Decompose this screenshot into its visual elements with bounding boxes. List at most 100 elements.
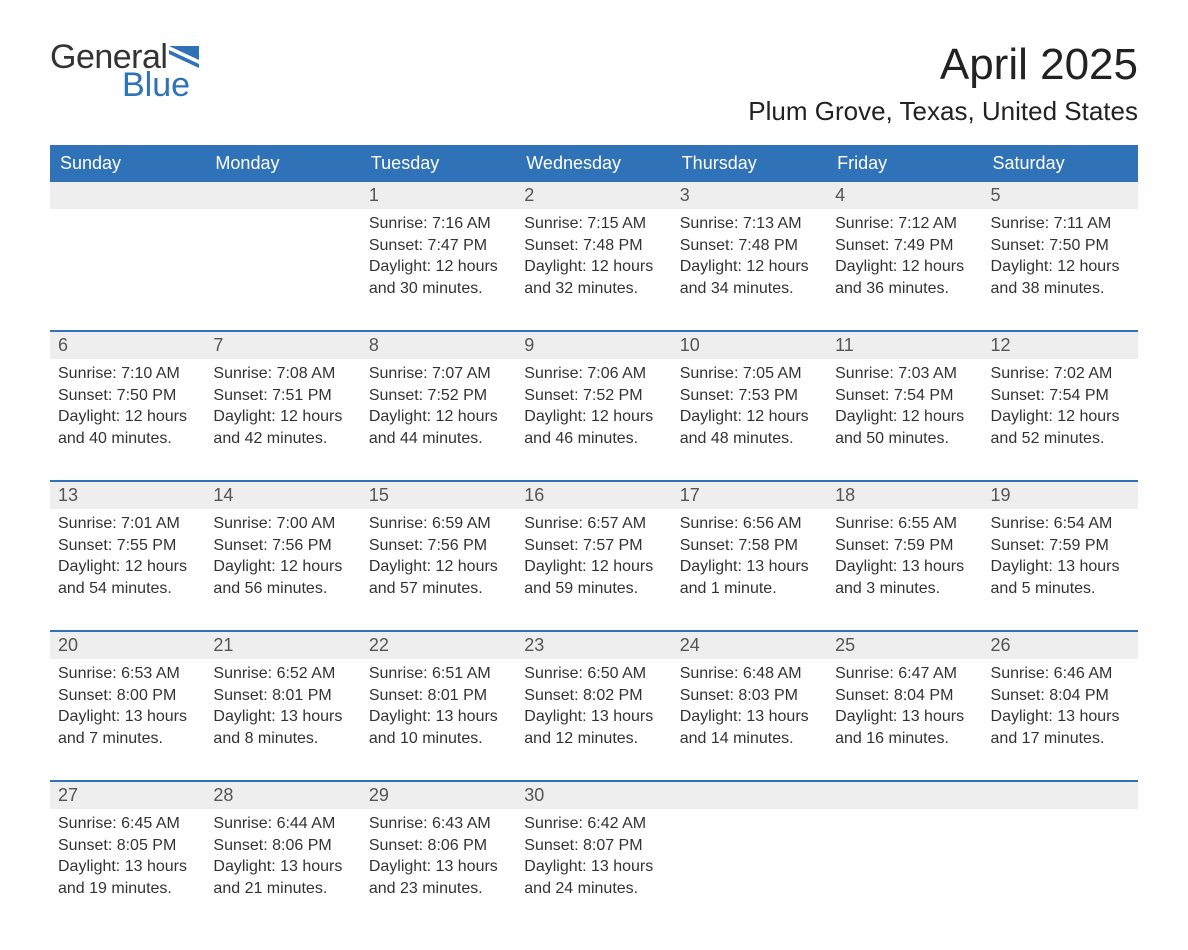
weekday-header: Sunday [50,145,205,182]
day-body: Sunrise: 6:55 AMSunset: 7:59 PMDaylight:… [827,509,982,599]
day-sunset: Sunset: 8:07 PM [524,835,663,857]
calendar-day: 17Sunrise: 6:56 AMSunset: 7:58 PMDayligh… [672,482,827,610]
day-daylight1: Daylight: 13 hours [369,856,508,878]
calendar-day: 19Sunrise: 6:54 AMSunset: 7:59 PMDayligh… [983,482,1138,610]
day-number: 22 [361,632,516,659]
weekday-header: Monday [205,145,360,182]
calendar-week: 6Sunrise: 7:10 AMSunset: 7:50 PMDaylight… [50,330,1138,460]
day-daylight2: and 38 minutes. [991,278,1130,300]
day-sunset: Sunset: 8:06 PM [213,835,352,857]
day-daylight2: and 57 minutes. [369,578,508,600]
day-body: Sunrise: 7:11 AMSunset: 7:50 PMDaylight:… [983,209,1138,299]
day-daylight2: and 3 minutes. [835,578,974,600]
day-daylight1: Daylight: 12 hours [680,256,819,278]
day-daylight1: Daylight: 13 hours [58,856,197,878]
calendar-day [827,782,982,910]
day-daylight1: Daylight: 13 hours [991,706,1130,728]
day-number: 30 [516,782,671,809]
day-sunrise: Sunrise: 6:55 AM [835,513,974,535]
calendar-day: 16Sunrise: 6:57 AMSunset: 7:57 PMDayligh… [516,482,671,610]
day-sunrise: Sunrise: 7:07 AM [369,363,508,385]
day-sunrise: Sunrise: 7:15 AM [524,213,663,235]
day-daylight1: Daylight: 12 hours [524,256,663,278]
day-daylight1: Daylight: 13 hours [213,856,352,878]
day-sunset: Sunset: 7:50 PM [991,235,1130,257]
day-daylight2: and 16 minutes. [835,728,974,750]
calendar-week: 27Sunrise: 6:45 AMSunset: 8:05 PMDayligh… [50,780,1138,910]
day-sunrise: Sunrise: 6:52 AM [213,663,352,685]
day-daylight2: and 34 minutes. [680,278,819,300]
day-body: Sunrise: 7:02 AMSunset: 7:54 PMDaylight:… [983,359,1138,449]
weekday-header: Friday [827,145,982,182]
day-number [672,782,827,809]
day-daylight2: and 48 minutes. [680,428,819,450]
day-body: Sunrise: 7:05 AMSunset: 7:53 PMDaylight:… [672,359,827,449]
calendar-day: 3Sunrise: 7:13 AMSunset: 7:48 PMDaylight… [672,182,827,310]
day-number: 16 [516,482,671,509]
day-sunset: Sunset: 7:49 PM [835,235,974,257]
day-daylight2: and 17 minutes. [991,728,1130,750]
month-title: April 2025 [748,40,1138,90]
day-number [983,782,1138,809]
day-daylight1: Daylight: 13 hours [524,856,663,878]
day-body: Sunrise: 6:57 AMSunset: 7:57 PMDaylight:… [516,509,671,599]
calendar-day: 7Sunrise: 7:08 AMSunset: 7:51 PMDaylight… [205,332,360,460]
day-daylight1: Daylight: 12 hours [369,256,508,278]
day-number: 4 [827,182,982,209]
calendar-day: 30Sunrise: 6:42 AMSunset: 8:07 PMDayligh… [516,782,671,910]
day-daylight2: and 52 minutes. [991,428,1130,450]
day-sunrise: Sunrise: 6:42 AM [524,813,663,835]
calendar-day: 25Sunrise: 6:47 AMSunset: 8:04 PMDayligh… [827,632,982,760]
day-sunrise: Sunrise: 6:51 AM [369,663,508,685]
day-number [827,782,982,809]
day-sunrise: Sunrise: 7:10 AM [58,363,197,385]
calendar: SundayMondayTuesdayWednesdayThursdayFrid… [50,145,1138,910]
day-sunset: Sunset: 7:59 PM [835,535,974,557]
day-daylight2: and 21 minutes. [213,878,352,900]
day-sunrise: Sunrise: 6:59 AM [369,513,508,535]
day-sunrise: Sunrise: 7:11 AM [991,213,1130,235]
day-daylight1: Daylight: 12 hours [991,406,1130,428]
day-sunrise: Sunrise: 7:00 AM [213,513,352,535]
day-body: Sunrise: 6:52 AMSunset: 8:01 PMDaylight:… [205,659,360,749]
day-daylight1: Daylight: 13 hours [58,706,197,728]
day-body: Sunrise: 6:42 AMSunset: 8:07 PMDaylight:… [516,809,671,899]
day-number: 17 [672,482,827,509]
day-number: 9 [516,332,671,359]
day-number: 25 [827,632,982,659]
day-daylight2: and 50 minutes. [835,428,974,450]
day-sunrise: Sunrise: 7:01 AM [58,513,197,535]
calendar-day: 2Sunrise: 7:15 AMSunset: 7:48 PMDaylight… [516,182,671,310]
day-sunset: Sunset: 7:55 PM [58,535,197,557]
day-daylight2: and 56 minutes. [213,578,352,600]
day-daylight2: and 40 minutes. [58,428,197,450]
day-sunrise: Sunrise: 6:47 AM [835,663,974,685]
day-daylight2: and 7 minutes. [58,728,197,750]
day-body: Sunrise: 6:45 AMSunset: 8:05 PMDaylight:… [50,809,205,899]
day-number: 13 [50,482,205,509]
day-sunrise: Sunrise: 7:02 AM [991,363,1130,385]
day-number: 10 [672,332,827,359]
calendar-day [50,182,205,310]
day-daylight2: and 59 minutes. [524,578,663,600]
day-body: Sunrise: 6:47 AMSunset: 8:04 PMDaylight:… [827,659,982,749]
header: General Blue April 2025 Plum Grove, Texa… [50,40,1138,127]
day-daylight2: and 1 minute. [680,578,819,600]
day-sunrise: Sunrise: 6:53 AM [58,663,197,685]
day-sunrise: Sunrise: 7:03 AM [835,363,974,385]
day-daylight2: and 19 minutes. [58,878,197,900]
day-sunrise: Sunrise: 6:45 AM [58,813,197,835]
calendar-day: 6Sunrise: 7:10 AMSunset: 7:50 PMDaylight… [50,332,205,460]
day-body: Sunrise: 6:59 AMSunset: 7:56 PMDaylight:… [361,509,516,599]
day-sunrise: Sunrise: 7:12 AM [835,213,974,235]
day-body: Sunrise: 7:08 AMSunset: 7:51 PMDaylight:… [205,359,360,449]
calendar-day: 9Sunrise: 7:06 AMSunset: 7:52 PMDaylight… [516,332,671,460]
day-number: 24 [672,632,827,659]
calendar-day: 13Sunrise: 7:01 AMSunset: 7:55 PMDayligh… [50,482,205,610]
day-sunset: Sunset: 8:06 PM [369,835,508,857]
day-body: Sunrise: 6:50 AMSunset: 8:02 PMDaylight:… [516,659,671,749]
day-sunrise: Sunrise: 7:13 AM [680,213,819,235]
day-sunrise: Sunrise: 6:50 AM [524,663,663,685]
day-daylight1: Daylight: 12 hours [369,406,508,428]
day-sunrise: Sunrise: 6:57 AM [524,513,663,535]
